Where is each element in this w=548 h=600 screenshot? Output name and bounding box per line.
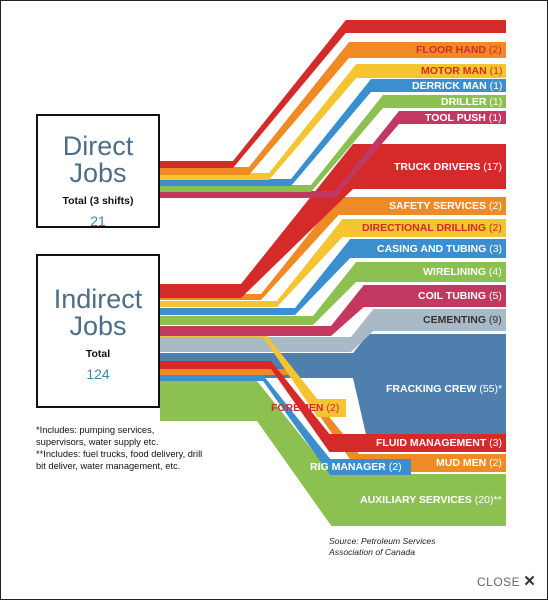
- flow-band-truck-drivers: [160, 144, 506, 298]
- category-name: MOTOR MAN: [421, 65, 490, 77]
- category-name: WIRELINING: [423, 266, 489, 278]
- category-label-coil-tubing: COIL TUBING (5): [418, 290, 502, 302]
- flow-band-directional-drilling: [160, 219, 506, 307]
- category-count: (2): [488, 222, 502, 234]
- category-count: (1): [489, 79, 503, 92]
- flow-band-wirelining: [160, 262, 506, 325]
- flow-band-coil-tubing: [160, 285, 506, 336]
- category-count: (4): [488, 266, 502, 278]
- category-count: (1): [488, 111, 502, 124]
- flow-band-floor-hand: [160, 42, 506, 175]
- flow-band-auxiliary-services: [160, 381, 506, 526]
- indirect-jobs-title-line1: Indirect: [53, 284, 143, 314]
- category-label-foremen: FOREMEN (2): [271, 402, 339, 414]
- footnote-2: **Includes: fuel trucks, food delivery, …: [36, 449, 203, 471]
- close-label: CLOSE: [477, 575, 521, 589]
- category-name: FLOOR HAND: [416, 44, 489, 56]
- category-label-safety-services: SAFETY SERVICES (2): [389, 200, 502, 212]
- direct-jobs-total-label: Total (3 shifts): [62, 195, 134, 207]
- footnote-1: *Includes: pumping services, supervisors…: [36, 425, 159, 447]
- indirect-jobs-box: Indirect Jobs Total 124: [36, 254, 160, 408]
- category-count: (5): [488, 290, 502, 302]
- category-count: (1): [489, 95, 503, 108]
- close-button[interactable]: CLOSE ✕: [477, 572, 536, 590]
- category-name: LEASE HAND: [418, 20, 490, 33]
- category-label-tool-push: TOOL PUSH (1): [425, 112, 502, 124]
- flow-band-foremen: [160, 331, 346, 417]
- category-name: SAFETY SERVICES: [389, 200, 489, 212]
- category-count: (2): [488, 200, 502, 212]
- close-icon: ✕: [523, 573, 537, 590]
- category-label-directional-drilling: DIRECTIONAL DRILLING (2): [362, 222, 502, 234]
- flow-band-mud-men: [160, 369, 506, 472]
- category-count: (3): [489, 437, 503, 449]
- category-count: (3): [489, 242, 503, 255]
- flow-band-cementing: [160, 309, 506, 352]
- category-name: DRILLER: [441, 95, 490, 108]
- category-label-motor-man: MOTOR MAN (1): [421, 65, 502, 77]
- category-count: (17): [483, 160, 502, 173]
- category-name: RIG MANAGER: [310, 461, 389, 473]
- category-count: (2): [388, 461, 402, 473]
- category-name: CASING AND TUBING: [377, 242, 490, 255]
- category-label-derrick-man: DERRICK MAN (1): [412, 80, 502, 92]
- category-name: DIRECTIONAL DRILLING: [362, 222, 489, 234]
- category-count: (20)**: [474, 494, 502, 506]
- category-label-mud-men: MUD MEN (2): [436, 457, 502, 469]
- category-label-fracking-crew: FRACKING CREW (55)*: [386, 383, 502, 395]
- category-label-floor-hand: FLOOR HAND (2): [416, 44, 502, 56]
- category-name: DERRICK MAN: [412, 79, 490, 92]
- indirect-jobs-title-line2: Jobs: [69, 311, 127, 341]
- flow-band-safety-services: [160, 197, 506, 300]
- category-name: AUXILIARY SERVICES: [360, 494, 475, 506]
- footnotes: *Includes: pumping services, supervisors…: [36, 424, 206, 472]
- direct-jobs-total-value: 21: [90, 213, 106, 229]
- category-name: TRUCK DRIVERS: [394, 160, 484, 173]
- category-count: (2): [488, 44, 502, 56]
- category-label-casing-and-tubing: CASING AND TUBING (3): [377, 243, 502, 255]
- source-note: Source: Petroleum Services Association o…: [329, 536, 436, 558]
- flow-band-driller: [160, 95, 506, 192]
- category-name: MUD MEN: [436, 457, 490, 469]
- category-label-wirelining: WIRELINING (4): [423, 266, 502, 278]
- flow-band-rig-manager: [160, 375, 411, 475]
- category-label-lease-hand: LEASE HAND (1): [418, 21, 502, 33]
- category-name: FLUID MANAGEMENT: [376, 437, 490, 449]
- source-line-2: Association of Canada: [329, 547, 415, 557]
- flow-band-tool-push: [160, 111, 506, 198]
- category-name: TOOL PUSH: [425, 111, 489, 124]
- flow-band-casing-and-tubing: [160, 239, 506, 315]
- category-name: COIL TUBING: [418, 290, 489, 302]
- flow-band-derrick-man: [160, 79, 506, 186]
- category-count: (1): [489, 65, 503, 77]
- category-label-truck-drivers: TRUCK DRIVERS (17): [394, 161, 502, 173]
- category-label-auxiliary-services: AUXILIARY SERVICES (20)**: [360, 494, 502, 506]
- flow-band-fluid-management: [160, 361, 506, 452]
- indirect-jobs-total-label: Total: [85, 348, 111, 360]
- category-name: FOREMEN: [271, 402, 327, 414]
- direct-jobs-title-line1: Direct: [62, 131, 134, 161]
- category-count: (1): [489, 20, 503, 33]
- category-label-fluid-management: FLUID MANAGEMENT (3): [376, 437, 502, 449]
- category-label-driller: DRILLER (1): [441, 96, 502, 108]
- indirect-jobs-total-value: 124: [86, 366, 110, 382]
- category-name: FRACKING CREW: [386, 383, 480, 395]
- category-name: CEMENTING: [423, 314, 489, 326]
- category-label-rig-manager: RIG MANAGER (2): [310, 461, 402, 473]
- category-count: (9): [488, 314, 502, 326]
- category-count: (2): [326, 402, 340, 414]
- flow-band-motor-man: [160, 64, 506, 180]
- direct-jobs-title-line2: Jobs: [69, 158, 127, 188]
- category-count: (55)*: [479, 383, 503, 395]
- source-line-1: Source: Petroleum Services: [329, 536, 436, 546]
- direct-jobs-box: Direct Jobs Total (3 shifts) 21: [36, 114, 160, 229]
- category-count: (2): [489, 457, 502, 469]
- category-label-cementing: CEMENTING (9): [423, 314, 502, 326]
